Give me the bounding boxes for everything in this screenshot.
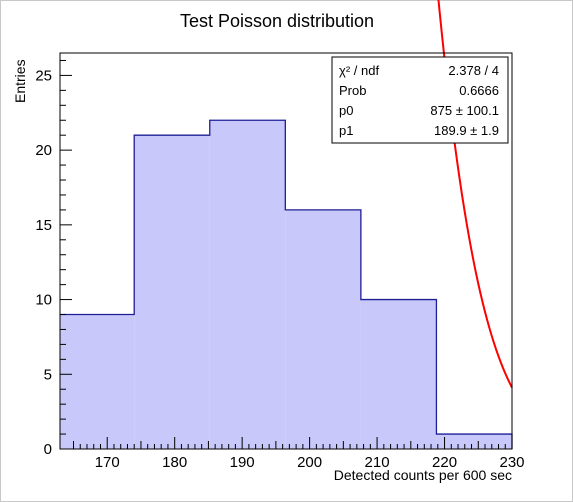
histogram-bin-1 — [134, 135, 210, 450]
histogram-outline — [60, 119, 513, 449]
plot-area-frame — [59, 52, 513, 450]
stat-value-p0: 875 ± 100.1 — [430, 103, 499, 118]
stat-label-p1: p1 — [339, 123, 353, 138]
histogram-bin-4 — [360, 299, 437, 449]
stat-value-prob: 0.6666 — [459, 83, 499, 98]
y-tick-label: 5 — [44, 366, 52, 383]
stat-label-prob: Prob — [339, 83, 366, 98]
x-axis-label: Detected counts per 600 sec — [334, 467, 512, 483]
y-tick-label: 15 — [35, 217, 52, 234]
y-axis-ticks: 0 5 10 15 20 25 — [35, 59, 72, 458]
stat-value-chi2: 2.378 / 4 — [448, 63, 499, 78]
stats-box-border — [331, 56, 509, 144]
histogram-bin-0 — [60, 314, 135, 449]
y-tick-label: 25 — [35, 67, 52, 84]
histogram-bin-5 — [436, 434, 512, 449]
y-tick-label: 10 — [35, 292, 52, 309]
fit-stats-box: χ² / ndf 2.378 / 4 Prob 0.6666 p0 875 ± … — [331, 56, 509, 144]
histogram-bin-2 — [209, 120, 286, 449]
x-axis-ticks: 170 180 190 200 210 220 230 — [72, 437, 525, 471]
x-tick-label: 170 — [95, 454, 120, 471]
chart-title: Test Poisson distribution — [180, 11, 374, 31]
stat-label-p0: p0 — [339, 103, 353, 118]
y-axis-label: Entries — [12, 59, 28, 103]
y-tick-label: 20 — [35, 142, 52, 159]
x-tick-label: 200 — [297, 454, 322, 471]
stat-label-chi2: χ² / ndf — [339, 63, 379, 78]
x-tick-label: 230 — [499, 454, 524, 471]
x-tick-label: 220 — [432, 454, 457, 471]
stat-value-p1: 189.9 ± 1.9 — [434, 123, 499, 138]
histogram-bins — [60, 119, 513, 450]
x-tick-label: 190 — [230, 454, 255, 471]
y-tick-label: 0 — [44, 441, 52, 458]
histogram-bin-3 — [285, 209, 361, 449]
x-tick-label: 210 — [365, 454, 390, 471]
x-tick-label: 180 — [162, 454, 187, 471]
